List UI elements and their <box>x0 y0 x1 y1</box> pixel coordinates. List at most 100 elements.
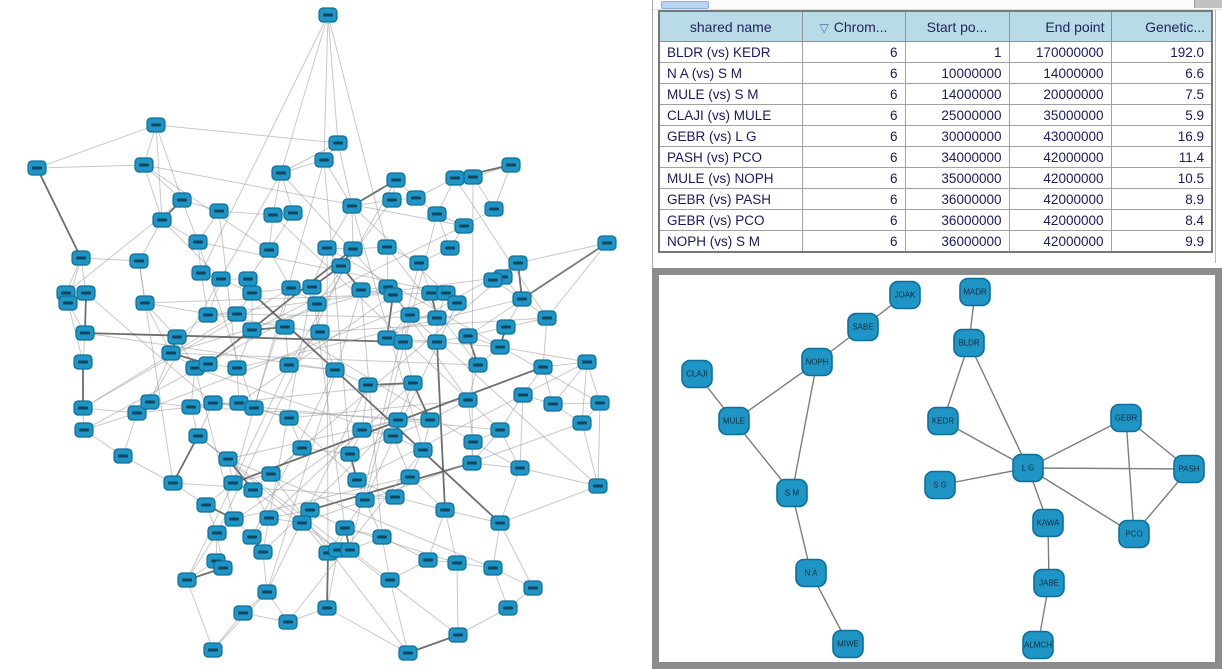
network-node[interactable] <box>427 310 447 326</box>
network-edge[interactable] <box>143 164 270 251</box>
subnetwork-node-sabe[interactable]: SABE <box>847 312 879 342</box>
network-node[interactable] <box>420 412 440 428</box>
network-edge[interactable] <box>197 241 447 294</box>
subnetwork-node-n-a[interactable]: N A <box>795 558 827 588</box>
network-node[interactable] <box>71 250 91 266</box>
subnetwork-node-pco[interactable]: PCO <box>1118 519 1150 549</box>
table-row[interactable]: BLDR (vs) KEDR 6 1 170000000 192.0 <box>658 41 1213 63</box>
network-node[interactable] <box>74 422 94 438</box>
network-node[interactable] <box>238 271 258 287</box>
network-node[interactable] <box>140 394 160 410</box>
network-node[interactable] <box>435 502 455 518</box>
network-node[interactable] <box>335 520 355 536</box>
network-edge[interactable] <box>323 14 329 161</box>
network-node[interactable] <box>188 234 208 250</box>
network-node[interactable] <box>463 169 483 185</box>
network-edge[interactable] <box>149 172 282 403</box>
network-edge[interactable] <box>344 527 458 564</box>
network-node[interactable] <box>242 529 262 545</box>
network-node[interactable] <box>418 552 438 568</box>
table-cell[interactable]: GEBR (vs) PCO <box>658 209 803 231</box>
network-node[interactable] <box>355 492 375 508</box>
table-row[interactable]: CLAJI (vs) MULE 6 25000000 35000000 5.9 <box>658 104 1213 126</box>
network-node[interactable] <box>372 529 392 545</box>
network-edge[interactable] <box>161 219 222 280</box>
network-edge[interactable] <box>266 384 369 593</box>
table-cell[interactable]: N A (vs) S M <box>658 62 803 84</box>
table-row[interactable]: N A (vs) S M 6 10000000 14000000 6.6 <box>658 62 1213 84</box>
table-cell[interactable]: 42000000 <box>1008 230 1112 253</box>
network-node[interactable] <box>588 478 608 494</box>
network-edge[interactable] <box>155 124 339 144</box>
network-node[interactable] <box>385 489 405 505</box>
network-node[interactable] <box>279 357 299 373</box>
table-cell[interactable]: 6 <box>801 167 906 189</box>
network-node[interactable] <box>340 446 360 462</box>
network-node[interactable] <box>278 614 298 630</box>
subnetwork-node-jabe[interactable]: JABE <box>1033 568 1065 598</box>
network-edge[interactable] <box>36 124 157 169</box>
network-edge[interactable] <box>280 14 329 174</box>
column-header-end-point[interactable]: End point <box>1008 10 1112 42</box>
network-node[interactable] <box>213 560 233 576</box>
subnetwork-node-s-g[interactable]: S G <box>924 470 956 500</box>
network-node[interactable] <box>318 7 338 23</box>
table-cell[interactable]: 16.9 <box>1110 125 1213 147</box>
network-edge[interactable] <box>351 205 424 451</box>
network-edge[interactable] <box>519 394 524 469</box>
table-cell[interactable]: PASH (vs) PCO <box>658 146 803 168</box>
network-node[interactable] <box>261 466 281 482</box>
network-node[interactable] <box>135 295 155 311</box>
subnetwork-edge-l-g-gebr[interactable] <box>1027 417 1127 469</box>
network-node[interactable] <box>513 387 533 403</box>
network-node[interactable] <box>224 511 244 527</box>
subnetwork-edge-bldr-l-g[interactable] <box>968 342 1029 469</box>
table-cell[interactable]: 6 <box>801 125 906 147</box>
network-edge[interactable] <box>36 164 145 169</box>
network-node[interactable] <box>458 392 478 408</box>
table-cell[interactable]: 36000000 <box>904 188 1010 210</box>
network-node[interactable] <box>512 291 532 307</box>
table-cell[interactable]: 10000000 <box>904 62 1010 84</box>
table-cell[interactable]: 8.9 <box>1110 188 1213 210</box>
network-node[interactable] <box>152 212 172 228</box>
network-node[interactable] <box>447 555 467 571</box>
network-node[interactable] <box>292 515 312 531</box>
table-cell[interactable]: 43000000 <box>1008 125 1112 147</box>
table-cell[interactable]: GEBR (vs) L G <box>658 125 803 147</box>
network-node[interactable] <box>406 190 426 206</box>
table-cell[interactable]: MULE (vs) S M <box>658 83 803 105</box>
network-node[interactable] <box>445 170 465 186</box>
network-edge[interactable] <box>301 422 583 524</box>
network-edge[interactable] <box>143 164 465 227</box>
network-node[interactable] <box>331 258 351 274</box>
network-node[interactable] <box>307 296 327 312</box>
network-edge[interactable] <box>288 399 469 419</box>
network-node[interactable] <box>347 472 367 488</box>
network-node[interactable] <box>227 306 247 322</box>
network-edge[interactable] <box>546 242 608 319</box>
subnetwork-node-kawa[interactable]: KAWA <box>1032 508 1064 538</box>
table-row[interactable]: GEBR (vs) L G 6 30000000 43000000 16.9 <box>658 125 1213 147</box>
network-node[interactable] <box>163 475 183 491</box>
network-node[interactable] <box>283 205 303 221</box>
network-edge[interactable] <box>581 422 599 487</box>
subnetwork-edge-l-g-pash[interactable] <box>1027 467 1190 470</box>
network-edge[interactable] <box>326 552 329 609</box>
network-node[interactable] <box>597 235 617 251</box>
network-node[interactable] <box>454 218 474 234</box>
subnetwork-node-joak[interactable]: JOAK <box>889 280 921 310</box>
network-node[interactable] <box>342 198 362 214</box>
network-node[interactable] <box>310 324 330 340</box>
network-edge[interactable] <box>456 562 459 636</box>
table-cell[interactable]: 5.9 <box>1110 104 1213 126</box>
network-edge[interactable] <box>326 247 329 554</box>
network-node[interactable] <box>383 287 403 303</box>
table-cell[interactable]: NOPH (vs) S M <box>658 230 803 253</box>
network-node[interactable] <box>409 255 429 271</box>
network-edge[interactable] <box>597 402 601 487</box>
network-edge[interactable] <box>326 607 409 654</box>
network-node[interactable] <box>191 265 211 281</box>
network-node[interactable] <box>242 285 262 301</box>
subnetwork-node-claji[interactable]: CLAJI <box>681 359 713 389</box>
